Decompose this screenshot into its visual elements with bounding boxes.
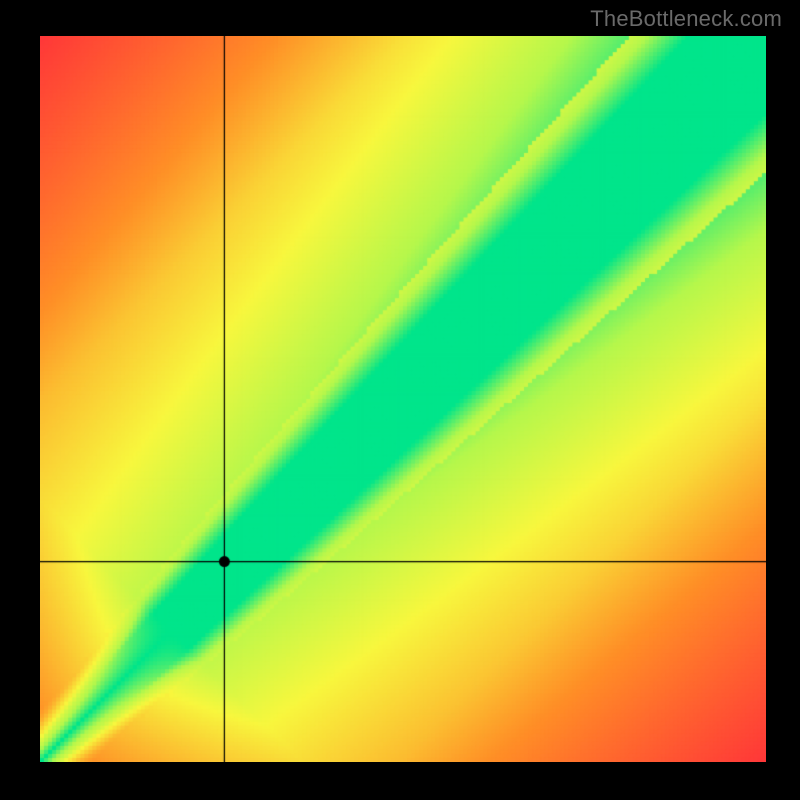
chart-root: TheBottleneck.com — [0, 0, 800, 800]
bottleneck-heatmap-canvas — [40, 36, 766, 762]
watermark-text: TheBottleneck.com — [590, 6, 782, 32]
